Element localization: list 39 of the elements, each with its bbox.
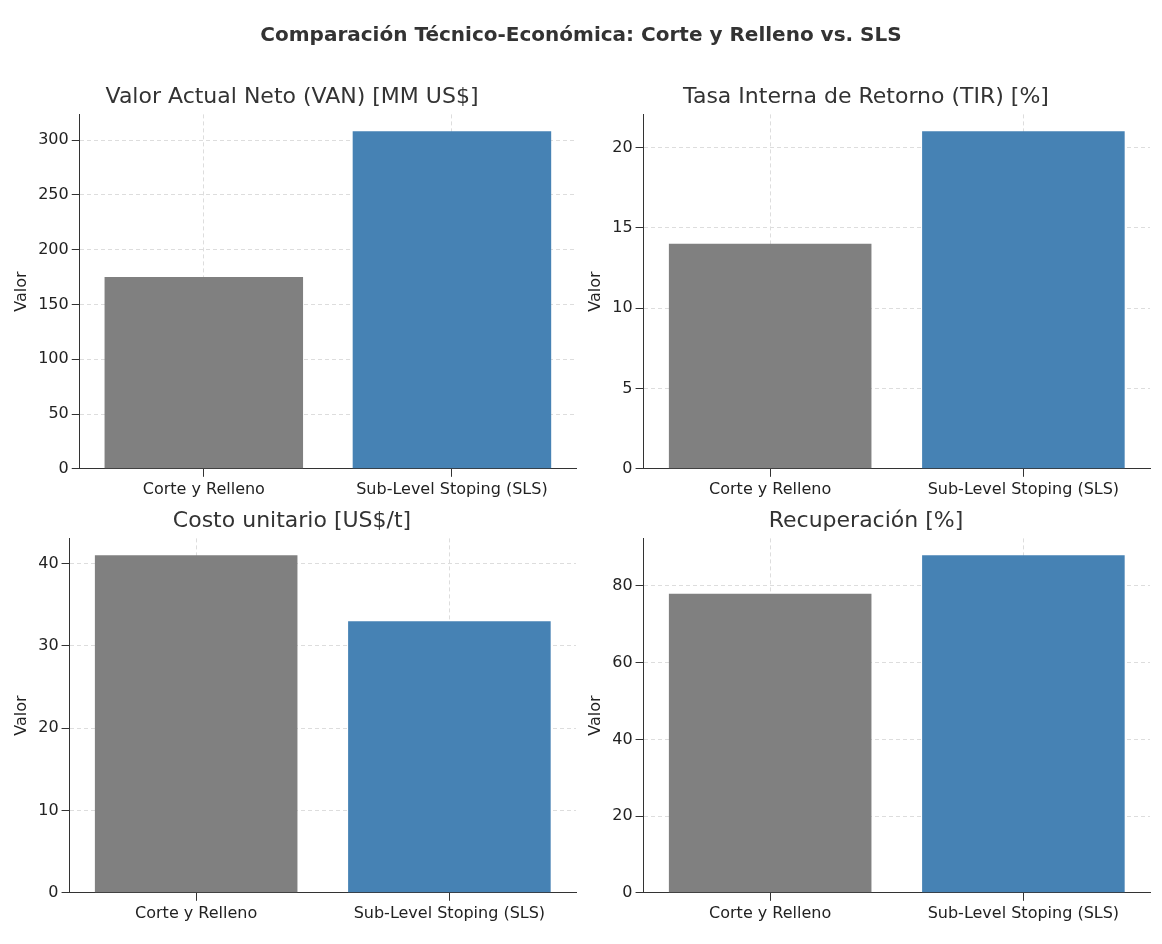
y-tick-label: 0 bbox=[622, 881, 633, 901]
y-tick-label: 20 bbox=[612, 136, 633, 156]
y-tick-label: 10 bbox=[38, 799, 59, 819]
x-tick-label: Corte y Relleno bbox=[135, 902, 258, 922]
y-tick-label: 200 bbox=[38, 238, 69, 258]
chart-title: Recuperación [%] bbox=[768, 506, 964, 532]
x-tick-label: Corte y Relleno bbox=[709, 902, 832, 922]
y-tick-label: 0 bbox=[58, 457, 69, 477]
x-tick-label: Sub-Level Stoping (SLS) bbox=[927, 902, 1120, 922]
y-tick-label: 20 bbox=[38, 717, 59, 737]
y-axis-title: Valor bbox=[584, 271, 604, 312]
y-tick-label: 15 bbox=[612, 216, 633, 236]
x-tick-label: Sub-Level Stoping (SLS) bbox=[356, 478, 548, 498]
y-tick-label: 0 bbox=[622, 457, 633, 477]
y-tick-label: 80 bbox=[612, 575, 633, 595]
y-tick-label: 0 bbox=[48, 881, 59, 901]
chart-title: Costo unitario [US$/t] bbox=[172, 506, 412, 532]
chart-title: Valor Actual Neto (VAN) [MM US$] bbox=[105, 82, 479, 108]
y-tick-label: 20 bbox=[612, 805, 633, 825]
y-tick-label: 100 bbox=[38, 348, 69, 368]
y-tick-label: 250 bbox=[38, 183, 69, 203]
x-tick-label: Sub-Level Stoping (SLS) bbox=[927, 478, 1120, 498]
y-tick-label: 50 bbox=[48, 403, 69, 423]
y-tick-label: 30 bbox=[38, 634, 59, 654]
y-tick-label: 150 bbox=[38, 293, 69, 313]
y-axis-title: Valor bbox=[10, 271, 30, 312]
chart-title: Tasa Interna de Retorno (TIR) [%] bbox=[682, 82, 1049, 108]
y-tick-label: 5 bbox=[622, 377, 633, 397]
y-tick-label: 40 bbox=[38, 552, 59, 572]
text: Comparación Técnico-Económica: Corte y Relleno vs. SLS bbox=[259, 21, 903, 48]
y-tick-label: 40 bbox=[612, 728, 633, 748]
y-tick-label: 60 bbox=[612, 651, 633, 671]
y-axis-title: Valor bbox=[584, 695, 604, 736]
x-tick-label: Sub-Level Stoping (SLS) bbox=[353, 902, 546, 922]
y-tick-label: 10 bbox=[612, 297, 633, 317]
x-tick-label: Corte y Relleno bbox=[142, 478, 265, 498]
y-tick-label: 300 bbox=[38, 129, 69, 149]
y-axis-title: Valor bbox=[10, 695, 30, 736]
x-tick-label: Corte y Relleno bbox=[709, 478, 832, 498]
